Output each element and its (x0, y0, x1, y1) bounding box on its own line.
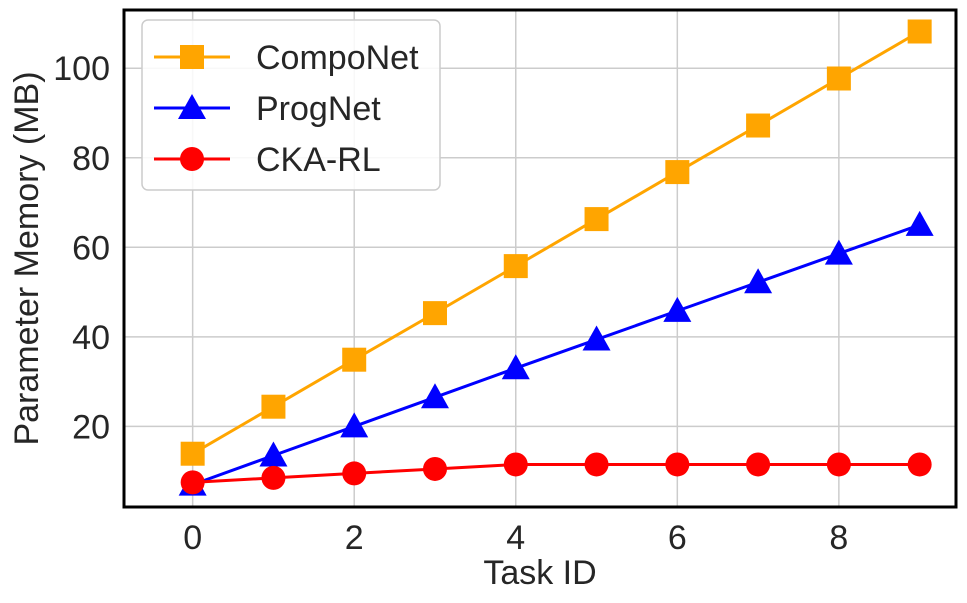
legend-label-cka-rl: CKA-RL (256, 141, 381, 179)
data-point-componet (907, 19, 932, 44)
data-point-prognet (259, 441, 288, 467)
data-point-prognet (663, 296, 692, 322)
tick-labels: 0 2 4 6 8 20 40 60 80 100 (53, 50, 848, 557)
legend-marker-componet (180, 45, 204, 69)
legend-label-prognet: ProgNet (256, 90, 381, 128)
data-point-prognet (744, 268, 773, 294)
data-point-componet (746, 113, 771, 138)
data-point-cka-rl (826, 452, 851, 477)
legend-marker-prognet (178, 94, 206, 119)
y-tick-label: 100 (53, 50, 110, 88)
x-tick-label: 6 (668, 519, 687, 557)
data-point-cka-rl (584, 452, 609, 477)
data-point-prognet (340, 412, 369, 438)
data-point-cka-rl (665, 452, 690, 477)
series-line-cka-rl (192, 462, 920, 484)
x-tick-label: 0 (183, 519, 202, 557)
data-point-cka-rl (180, 470, 205, 495)
y-tick-label: 40 (72, 319, 110, 357)
series-line-componet (191, 30, 921, 456)
legend-box (141, 19, 441, 191)
data-point-componet (503, 254, 528, 279)
data-point-cka-rl (422, 456, 447, 481)
data-point-componet (180, 441, 205, 466)
data-point-cka-rl (907, 452, 932, 477)
data-point-prognet (582, 325, 611, 351)
data-point-cka-rl (503, 452, 528, 477)
legend-marker-cka-rl (180, 147, 204, 171)
data-point-prognet (501, 354, 530, 380)
y-tick-label: 60 (72, 229, 110, 267)
legend: CompoNet ProgNet CKA-RL (141, 19, 441, 191)
data-point-componet (342, 347, 367, 372)
data-point-prognet (905, 210, 934, 236)
x-tick-label: 2 (345, 519, 364, 557)
data-point-componet (665, 160, 690, 185)
y-axis-label: Parameter Memory (MB) (8, 71, 46, 445)
series-cka-rl (180, 452, 932, 495)
y-tick-label: 80 (72, 140, 110, 178)
legend-item-prognet: ProgNet (154, 90, 381, 128)
x-tick-label: 8 (829, 519, 848, 557)
data-point-cka-rl (261, 465, 286, 490)
series-line-prognet (192, 223, 921, 487)
data-point-prognet (420, 383, 449, 409)
series-prognet (178, 210, 934, 496)
plot-frame (122, 8, 958, 509)
data-point-cka-rl (746, 452, 771, 477)
data-point-componet (261, 394, 286, 419)
legend-item-componet: CompoNet (154, 39, 419, 77)
data-point-cka-rl (342, 461, 367, 486)
data-point-prognet (824, 239, 853, 265)
data-point-componet (584, 207, 609, 232)
data-point-componet (422, 301, 447, 326)
series-group (178, 19, 934, 496)
legend-item-cka-rl: CKA-RL (154, 141, 381, 179)
legend-label-componet: CompoNet (256, 39, 419, 77)
series-componet (180, 19, 932, 466)
x-axis-label: Task ID (483, 554, 596, 592)
data-point-componet (826, 66, 851, 91)
y-tick-label: 20 (72, 408, 110, 446)
x-tick-label: 4 (506, 519, 525, 557)
